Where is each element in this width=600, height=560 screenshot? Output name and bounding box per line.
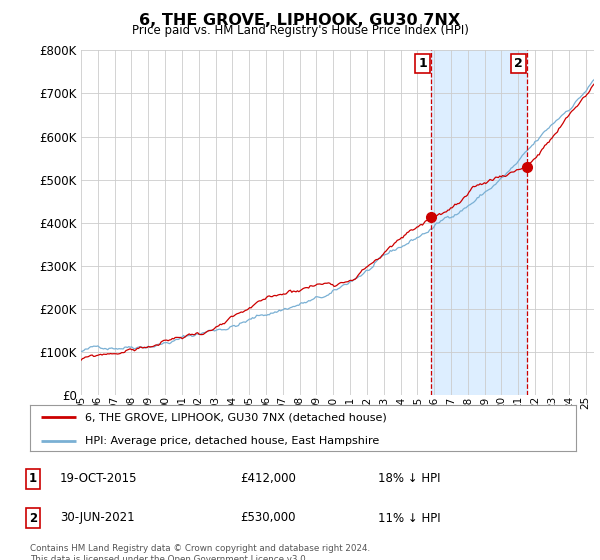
Text: Contains HM Land Registry data © Crown copyright and database right 2024.
This d: Contains HM Land Registry data © Crown c… [30,544,370,560]
Text: 6, THE GROVE, LIPHOOK, GU30 7NX: 6, THE GROVE, LIPHOOK, GU30 7NX [139,13,461,28]
Text: £412,000: £412,000 [240,472,296,486]
Text: 1: 1 [29,472,37,486]
Text: 2: 2 [514,57,523,70]
Text: HPI: Average price, detached house, East Hampshire: HPI: Average price, detached house, East… [85,436,379,446]
Text: £530,000: £530,000 [240,511,296,525]
Text: 18% ↓ HPI: 18% ↓ HPI [378,472,440,486]
Text: 19-OCT-2015: 19-OCT-2015 [60,472,137,486]
Text: 1: 1 [418,57,427,70]
Text: 11% ↓ HPI: 11% ↓ HPI [378,511,440,525]
Text: 30-JUN-2021: 30-JUN-2021 [60,511,134,525]
Text: 6, THE GROVE, LIPHOOK, GU30 7NX (detached house): 6, THE GROVE, LIPHOOK, GU30 7NX (detache… [85,412,386,422]
Text: Price paid vs. HM Land Registry's House Price Index (HPI): Price paid vs. HM Land Registry's House … [131,24,469,37]
Bar [431,50,527,395]
Text: 2: 2 [29,511,37,525]
